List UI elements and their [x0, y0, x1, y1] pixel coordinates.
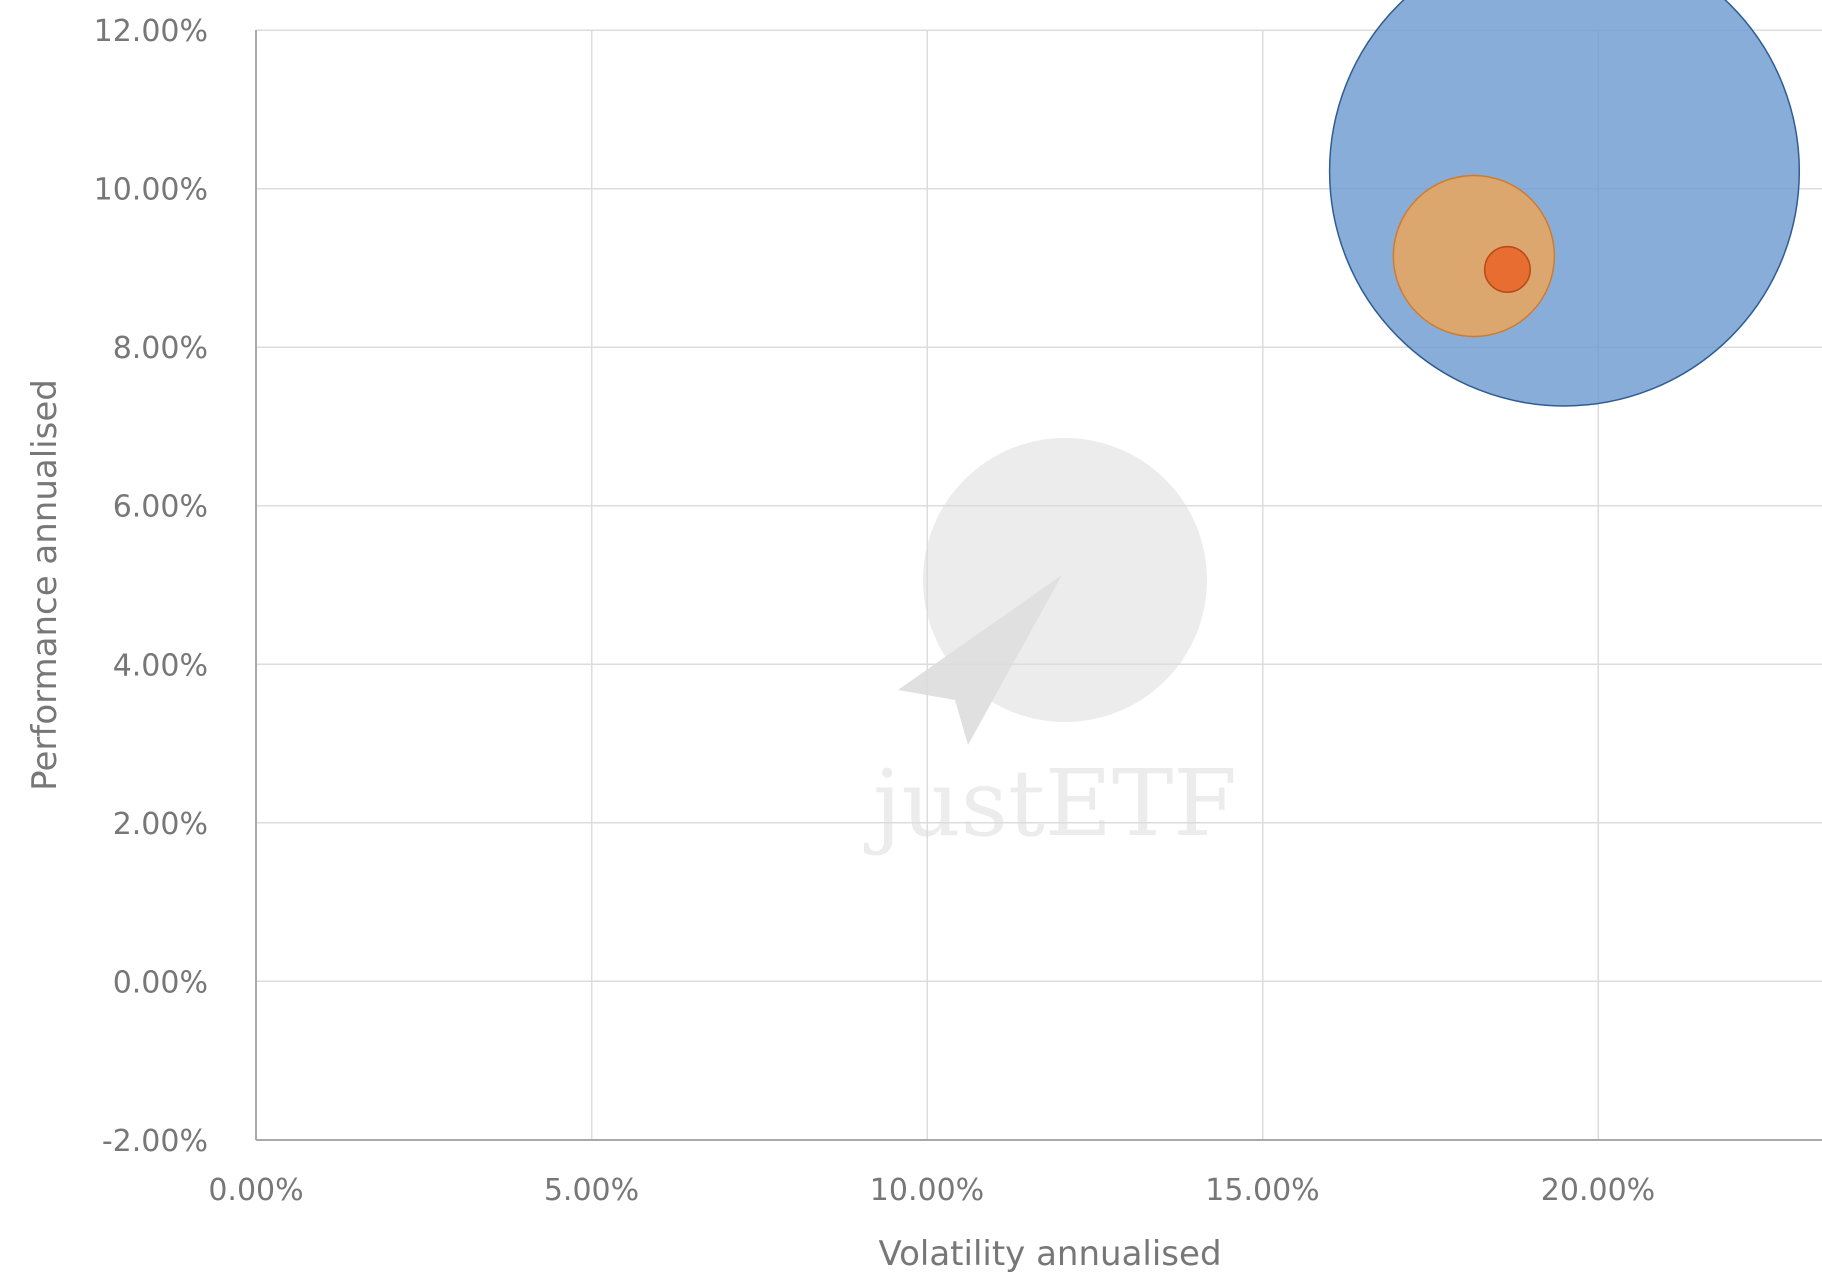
watermark-text: justETF [864, 750, 1237, 857]
watermark-arrow-icon [898, 575, 1062, 745]
y-tick-label: 4.00% [113, 648, 208, 683]
y-tick-label: 6.00% [113, 490, 208, 525]
y-tick-label: 10.00% [94, 173, 208, 208]
bubble-point [1483, 245, 1531, 294]
y-tick-label: 0.00% [113, 965, 208, 1000]
y-tick-label: 2.00% [113, 807, 208, 842]
justetf-watermark-logo: justETF [864, 438, 1237, 857]
y-axis-title: Performance annualised [25, 379, 65, 791]
y-tick-label: 12.00% [94, 14, 208, 49]
y-tick-label: -2.00% [102, 1124, 208, 1159]
x-tick-labels: 0.00% 5.00% 10.00% 15.00% 20.00% [208, 1173, 1655, 1208]
x-tick-label: 0.00% [208, 1173, 303, 1208]
bubble-point [1328, 0, 1800, 407]
axes [255, 30, 1822, 1141]
y-tick-labels: -2.00% 0.00% 2.00% 4.00% 6.00% 8.00% 10.00% 12.… [94, 14, 208, 1159]
x-tick-label: 5.00% [544, 1173, 639, 1208]
bubble-point [1392, 174, 1556, 338]
x-axis-title: Volatility annualised [878, 1234, 1221, 1274]
bubbles [1328, 0, 1800, 407]
x-tick-label: 10.00% [870, 1173, 984, 1208]
x-tick-label: 15.00% [1205, 1173, 1319, 1208]
x-tick-label: 20.00% [1541, 1173, 1655, 1208]
y-tick-label: 8.00% [113, 331, 208, 366]
